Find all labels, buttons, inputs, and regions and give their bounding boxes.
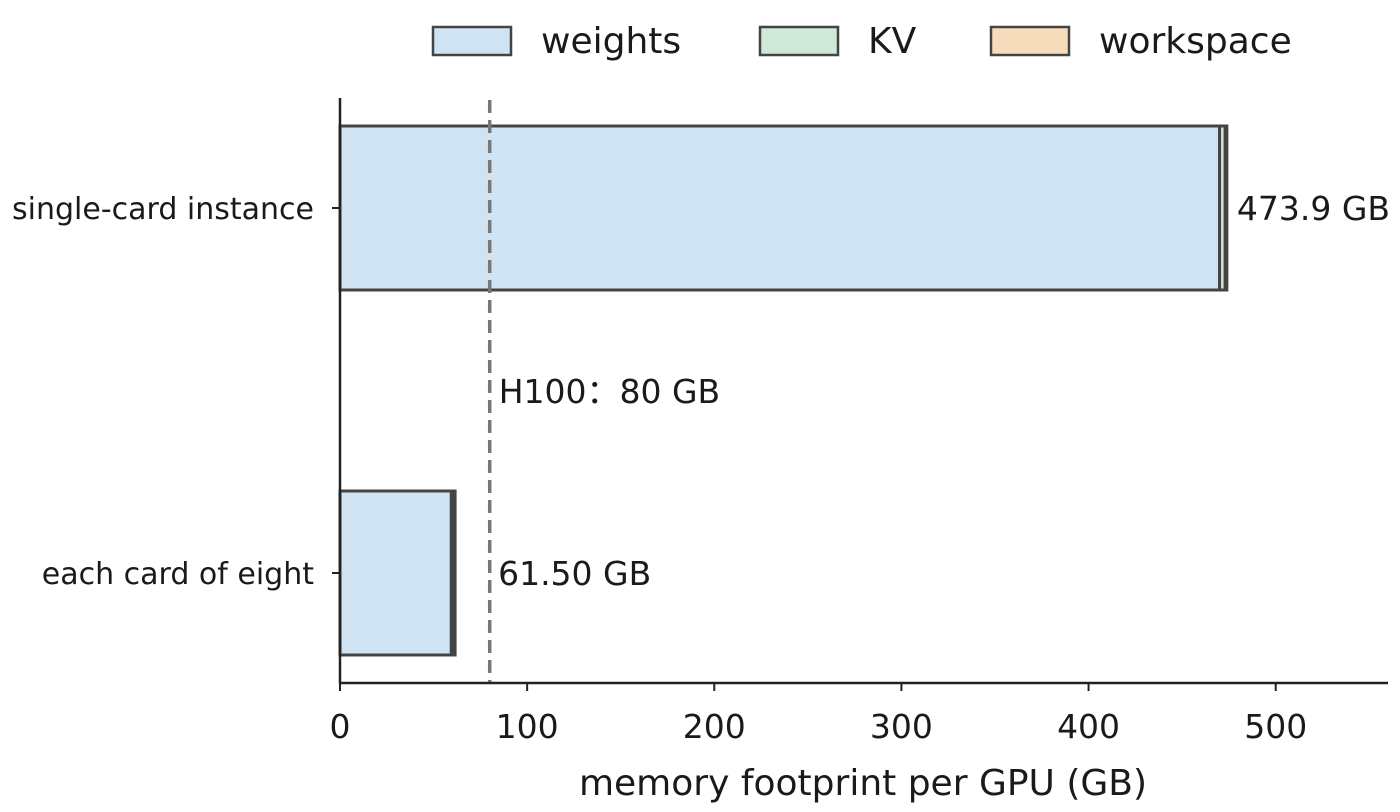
bar-workspace-single-card-instance bbox=[1223, 124, 1229, 292]
bar-weights-each-card-of-eight bbox=[338, 489, 453, 657]
value-label: 61.50 GB bbox=[498, 554, 651, 593]
y-category-label: single-card instance bbox=[12, 192, 314, 227]
axes: 0 100 200 300 400 500 single-card instance each… bbox=[12, 98, 1388, 746]
legend-label-weights: weights bbox=[541, 21, 681, 62]
bar-workspace-each-card-of-eight bbox=[452, 489, 457, 657]
reference-line-label: H100：80 GB bbox=[499, 372, 721, 411]
x-tick-label: 500 bbox=[1244, 707, 1307, 746]
x-tick-label: 200 bbox=[683, 707, 746, 746]
legend: weights KV workspace bbox=[431, 21, 1292, 62]
x-tick-label: 100 bbox=[496, 707, 559, 746]
x-tick-label: 300 bbox=[870, 707, 933, 746]
x-axis-title: memory footprint per GPU (GB) bbox=[579, 763, 1147, 804]
legend-swatch-kv bbox=[758, 25, 840, 57]
bar-weights-single-card-instance bbox=[338, 124, 1222, 292]
value-label: 473.9 GB bbox=[1237, 189, 1390, 228]
legend-label-kv: KV bbox=[868, 21, 917, 62]
legend-swatch-workspace bbox=[989, 25, 1071, 57]
x-tick-label: 400 bbox=[1057, 707, 1120, 746]
y-category-label: each card of eight bbox=[42, 557, 314, 592]
legend-swatch-weights bbox=[431, 25, 513, 57]
legend-label-workspace: workspace bbox=[1099, 21, 1292, 62]
reference-line-group: H100：80 GB bbox=[487, 100, 721, 683]
x-tick-label: 0 bbox=[330, 707, 351, 746]
bars: 473.9 GB 61.50 GB bbox=[338, 124, 1390, 657]
